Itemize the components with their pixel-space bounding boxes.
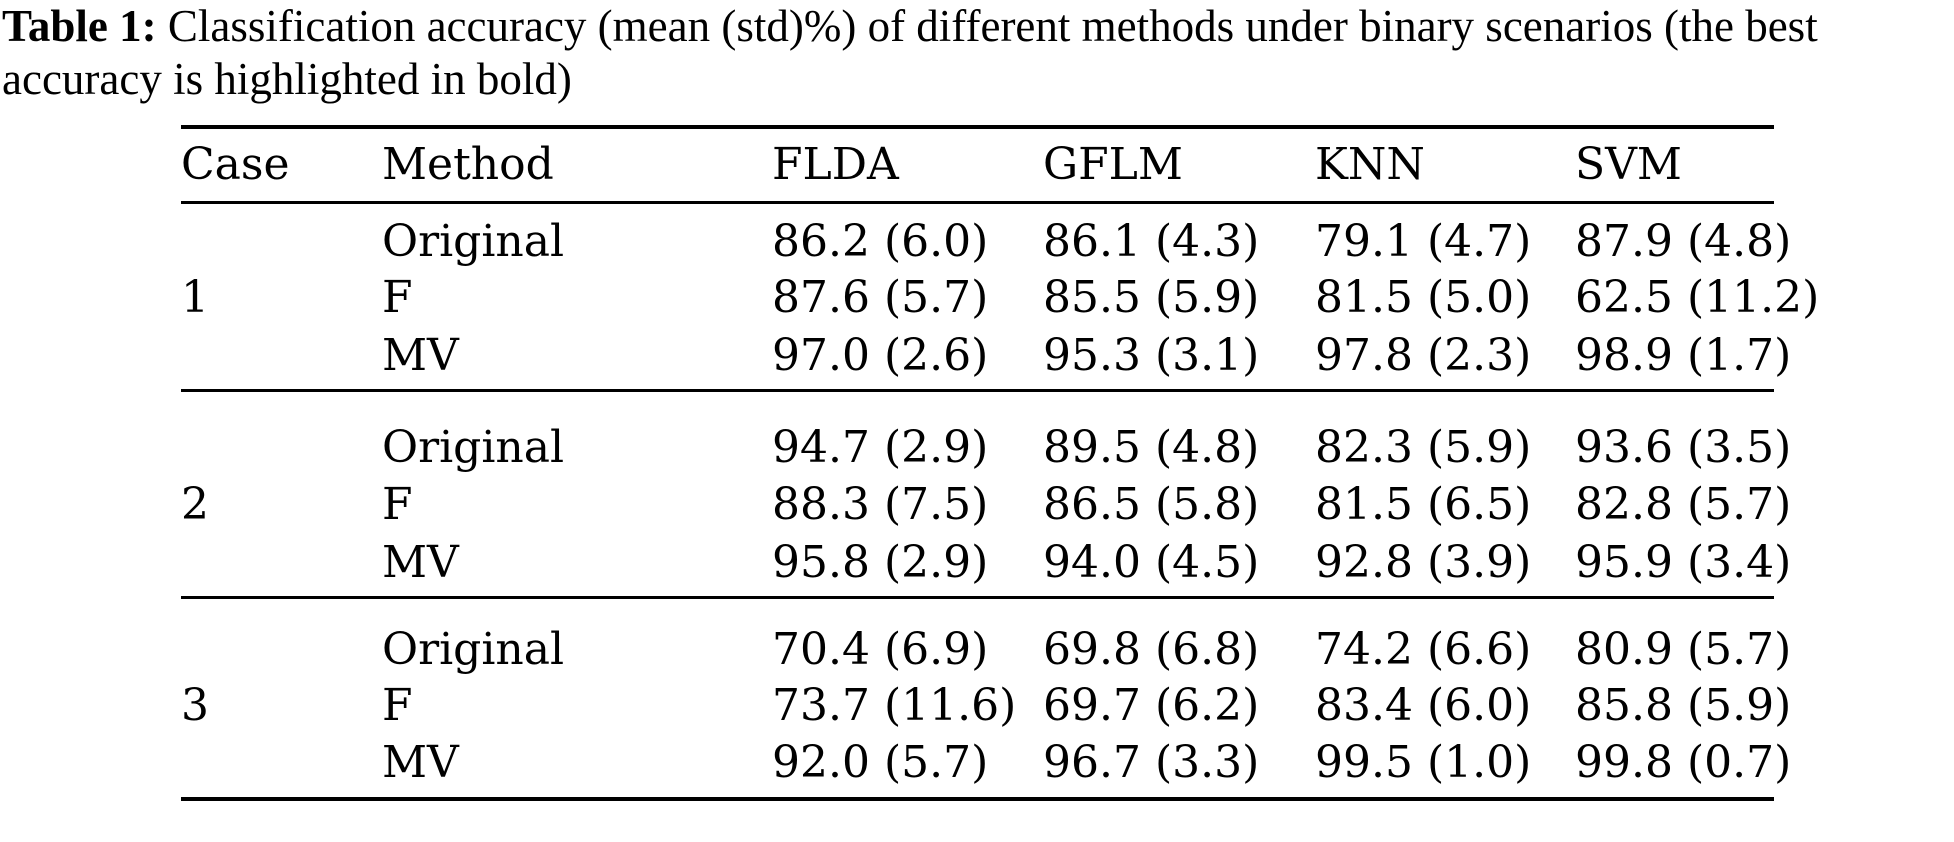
case-label: 1 [181,272,209,323]
case-group-2: Original 94.7 (2.9) 89.5 (4.8) 82.3 (5.9) 93… [181,391,1792,597]
value-cell: 95.8 (2.9) [772,536,989,588]
case-label [181,391,382,474]
value-cell: 74.2 (6.6) [1315,623,1532,675]
value-cell: 92.0 (5.7) [772,737,989,788]
case-label: 2 [181,478,209,530]
value-cell: 82.8 (5.7) [1575,478,1792,530]
value-cell: 69.8 (6.8) [1043,623,1260,675]
value-cell: 98.9 (1.7) [1575,330,1792,382]
value-cell: 80.9 (5.7) [1575,623,1792,675]
value-cell: 81.5 (6.5) [1315,478,1532,530]
table-row: MV 97.0 (2.6) 95.3 (3.1) 97.8 (2.3) 98.9 (1.… [181,329,1792,391]
value-cell: 99.5 (1.0) [1315,737,1532,788]
value-cell: 95.3 (3.1) [1043,330,1260,382]
case-group-1: Original 86.2 (6.0) 86.1 (4.3) 79.1 (4.7) 87… [181,202,1820,391]
method-label: Original [382,623,565,675]
value-cell: 70.4 (6.9) [772,623,989,675]
value-cell: 99.8 (0.7) [1575,737,1792,788]
table-row: Original 70.4 (6.9) 69.8 (6.8) 74.2 (6.6) 80… [181,597,1792,675]
value-cell: 73.7 (11.6) [772,680,1017,731]
results-table: Case Method FLDA GFLM KNN SVM Original 86… [181,125,1820,801]
value-cell: 89.5 (4.8) [1043,422,1260,473]
method-label: F [382,680,413,731]
value-cell: 87.9 (4.8) [1575,215,1792,267]
value-cell: 92.8 (3.9) [1315,536,1532,588]
method-label: F [382,272,413,323]
value-cell: 82.3 (5.9) [1315,422,1532,473]
table-row: 2 F 88.3 (7.5) 86.5 (5.8) 81.5 (6.5) 82.8 (5.… [181,473,1792,535]
value-cell: 86.5 (5.8) [1043,478,1260,530]
value-cell: 62.5 (11.2) [1575,272,1820,323]
value-cell: 93.6 (3.5) [1575,422,1792,473]
case-group-3: Original 70.4 (6.9) 69.8 (6.8) 74.2 (6.6) 80… [181,597,1792,799]
case-label: 3 [181,680,209,731]
value-cell: 95.9 (3.4) [1575,536,1792,588]
value-cell: 87.6 (5.7) [772,272,989,323]
header-row: Case Method FLDA GFLM KNN SVM [181,127,1774,202]
table-row: MV 92.0 (5.7) 96.7 (3.3) 99.5 (1.0) 99.8 (0.… [181,737,1792,799]
value-cell: 86.1 (4.3) [1043,215,1260,267]
table-caption: Table 1: Classification accuracy (mean (… [2,0,1952,106]
table-row: MV 95.8 (2.9) 94.0 (4.5) 92.8 (3.9) 95.9 (3.… [181,535,1792,597]
value-cell: 94.0 (4.5) [1043,536,1260,588]
table-caption-text: Classification accuracy (mean (std)%) of… [2,1,1818,104]
value-cell: 97.0 (2.6) [772,330,989,382]
value-cell: 94.7 (2.9) [772,422,989,473]
value-cell: 86.2 (6.0) [772,215,989,267]
col-header-gflm: GFLM [1043,139,1183,191]
table-row: Original 94.7 (2.9) 89.5 (4.8) 82.3 (5.9) 93… [181,391,1792,474]
method-label: F [382,478,413,530]
case-label [181,202,382,267]
col-header-knn: KNN [1315,139,1425,191]
value-cell: 85.5 (5.9) [1043,272,1260,323]
method-label: Original [382,215,565,267]
method-label: MV [382,330,459,382]
col-header-svm: SVM [1575,139,1682,191]
value-cell: 88.3 (7.5) [772,478,989,530]
col-header-method: Method [382,139,554,191]
case-label [181,597,382,675]
value-cell: 96.7 (3.3) [1043,737,1260,788]
value-cell: 79.1 (4.7) [1315,215,1532,267]
table-caption-label: Table 1: [2,1,157,51]
value-cell: 85.8 (5.9) [1575,680,1792,731]
value-cell: 69.7 (6.2) [1043,680,1260,731]
table-header: Case Method FLDA GFLM KNN SVM [181,127,1774,202]
table-row: 3 F 73.7 (11.6) 69.7 (6.2) 83.4 (6.0) 85.8 (5… [181,675,1792,737]
method-label: MV [382,737,459,788]
table-row: 1 F 87.6 (5.7) 85.5 (5.9) 81.5 (5.0) 62.5 (11… [181,267,1820,329]
col-header-case: Case [181,139,290,191]
case-label [181,737,382,799]
case-label [181,535,382,597]
col-header-flda: FLDA [772,139,899,191]
case-label [181,329,382,391]
method-label: Original [382,422,565,473]
table-row: Original 86.2 (6.0) 86.1 (4.3) 79.1 (4.7) 87… [181,202,1792,267]
value-cell: 97.8 (2.3) [1315,330,1532,382]
method-label: MV [382,536,459,588]
value-cell: 81.5 (5.0) [1315,272,1532,323]
value-cell: 83.4 (6.0) [1315,680,1532,731]
